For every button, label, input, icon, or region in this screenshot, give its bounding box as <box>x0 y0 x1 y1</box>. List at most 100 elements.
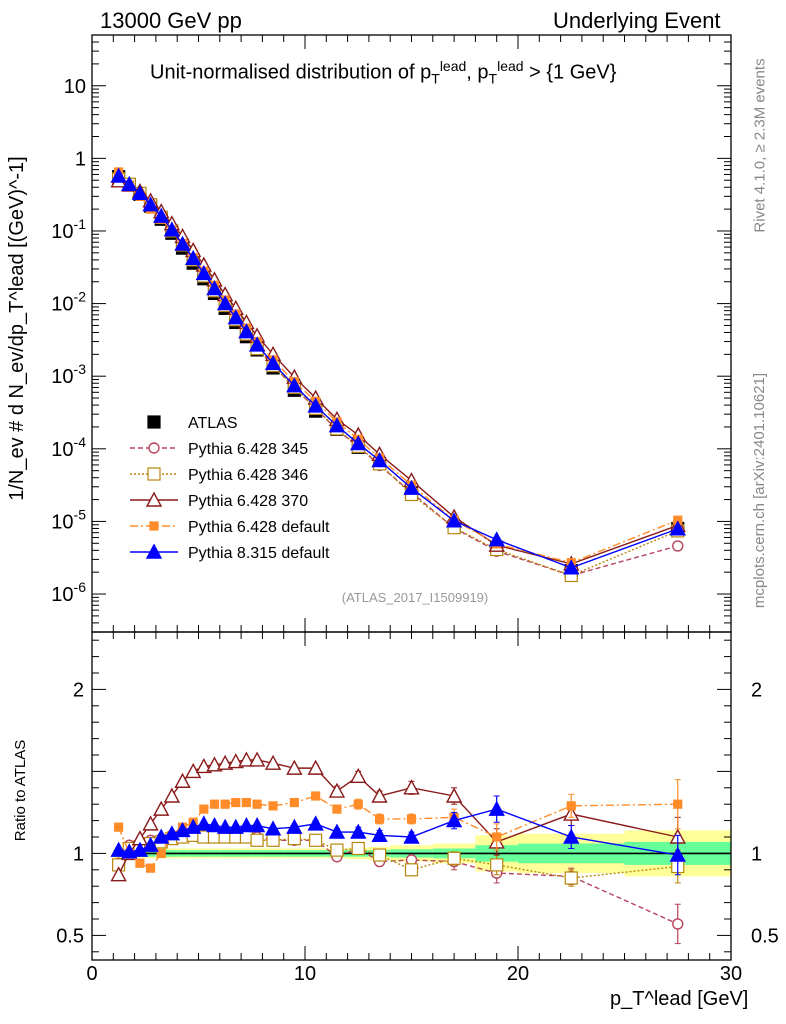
x-tick-label: 10 <box>294 963 316 985</box>
ratio-point-p8 <box>142 836 159 852</box>
ratio-point-p8 <box>110 841 127 857</box>
ratio-point-p370 <box>248 751 266 767</box>
legend-label-p346: Pythia 6.428 346 <box>188 467 308 484</box>
data-point-p8 <box>185 249 202 266</box>
ratio-y-tick-label-left: 0.5 <box>56 925 84 947</box>
energy-label: 13000 GeV pp <box>100 8 242 33</box>
axis-ticks: 0 10 20 30 10-6 10-5 10-4 10-3 10-2 10-1 1 10 0.5 0.5… <box>51 34 779 985</box>
ratio-point-p370 <box>163 787 181 803</box>
ratio-y-tick-label-right: 2 <box>751 679 762 701</box>
ratio-point-p8 <box>131 841 149 857</box>
ratio-point-p8 <box>488 800 505 816</box>
data-point-p345 <box>672 540 684 552</box>
ratio-point-pdef <box>332 804 342 814</box>
ratio-point-p346 <box>490 858 504 872</box>
legend-entry-p370: Pythia 6.428 370 <box>130 491 308 510</box>
plot-title-suffix: > {1 GeV} <box>523 61 617 84</box>
ratio-point-p370 <box>328 782 346 798</box>
ratio-point-pdef <box>374 814 385 824</box>
legend-entry-p345: Pythia 6.428 345 <box>130 441 308 458</box>
x-tick-label: 20 <box>507 963 529 985</box>
main-plot-frame <box>91 34 732 633</box>
ratio-point-pdef <box>220 799 230 809</box>
ratio-point-p345 <box>672 918 684 930</box>
series-line-p345 <box>118 177 678 577</box>
ratio-point-pdef <box>492 832 502 842</box>
ratio-point-pdef <box>135 858 145 868</box>
data-point-p8 <box>350 435 367 451</box>
ratio-point-p8 <box>238 817 255 833</box>
ratio-point-p370 <box>264 754 282 770</box>
y-tick-label: 1 <box>75 148 86 170</box>
ratio-point-p346 <box>372 848 387 862</box>
y-tick-label: 10-6 <box>51 579 86 606</box>
ratio-point-pdef <box>209 799 220 809</box>
ratio-y-tick-label-right: 1 <box>751 843 762 865</box>
main-series-p370 <box>110 172 686 571</box>
ratio-point-p370 <box>110 866 127 882</box>
legend-entry-data: ATLAS <box>147 415 238 432</box>
ratio-point-pdef <box>406 814 417 824</box>
y-tick-label: 10 <box>64 76 86 98</box>
main-series-p8 <box>110 167 686 575</box>
ratio-point-p346 <box>266 833 280 847</box>
legend-label-p345: Pythia 6.428 345 <box>188 441 308 458</box>
ratio-point-pdef <box>199 804 209 814</box>
x-tick-label: 30 <box>720 963 742 985</box>
data-point-p8 <box>163 221 181 237</box>
data-point-p8 <box>488 531 505 547</box>
ratio-point-p8 <box>121 843 138 859</box>
ratio-point-p370 <box>238 751 255 767</box>
ratio-point-p8 <box>248 817 266 833</box>
x-tick-label: 0 <box>86 963 97 985</box>
ratio-point-pdef <box>241 797 252 808</box>
legend-label-data: ATLAS <box>188 415 238 432</box>
data-point-p8 <box>227 309 244 325</box>
ratio-point-p370 <box>142 815 159 831</box>
ratio-point-p8 <box>195 815 212 831</box>
ratio-point-pdef <box>231 797 241 808</box>
ratio-point-p346 <box>309 833 323 847</box>
data-point-p8 <box>286 377 303 393</box>
data-point-p8 <box>403 479 420 495</box>
ratio-y-tick-label-right: 0.5 <box>751 925 779 947</box>
main-series-data <box>112 170 685 578</box>
data-point-p8 <box>248 336 266 352</box>
ratio-point-p8 <box>563 828 580 844</box>
ratio-point-pdef <box>353 799 363 809</box>
plot-title-prefix: Unit-normalised distribution of p <box>150 61 432 84</box>
data-point-p8 <box>328 417 346 433</box>
ratio-y-tick-label-left: 2 <box>73 679 84 701</box>
ratio-point-p370 <box>206 756 223 772</box>
ratio-point-pdef <box>156 848 166 859</box>
data-point-p8 <box>238 323 255 339</box>
legend-entry-pdef: Pythia 6.428 default <box>130 519 330 536</box>
ratio-point-p8 <box>350 823 367 839</box>
ratio-point-p346 <box>351 841 365 856</box>
data-point-p8 <box>264 354 282 371</box>
data-point-p8 <box>307 397 324 413</box>
ratio-point-p370 <box>227 753 244 769</box>
ratio-point-p8 <box>371 826 388 843</box>
data-point-p8 <box>445 512 463 528</box>
y-tick-label: 10-5 <box>51 506 86 533</box>
reference-label: (ATLAS_2017_I1509919) <box>341 590 489 605</box>
ratio-point-pdef <box>145 863 156 873</box>
ratio-point-p370 <box>307 759 324 775</box>
legend-label-pdef: Pythia 6.428 default <box>188 519 330 536</box>
data-point-p8 <box>216 295 234 311</box>
ratio-point-p346 <box>564 871 578 885</box>
y-tick-label: 10-4 <box>51 434 86 461</box>
y-tick-label: 10-1 <box>51 216 86 243</box>
legend-marker-p345 <box>148 442 160 454</box>
data-point-p8 <box>131 184 149 201</box>
ratio-point-pdef <box>289 797 299 808</box>
series-layer <box>110 167 686 945</box>
ratio-point-p8 <box>307 815 324 831</box>
ratio-point-p8 <box>403 828 420 844</box>
data-point-p8 <box>121 175 138 191</box>
ratio-point-p8 <box>216 818 234 834</box>
ratio-point-p346 <box>250 833 264 847</box>
ratio-plot-frame <box>91 631 732 961</box>
